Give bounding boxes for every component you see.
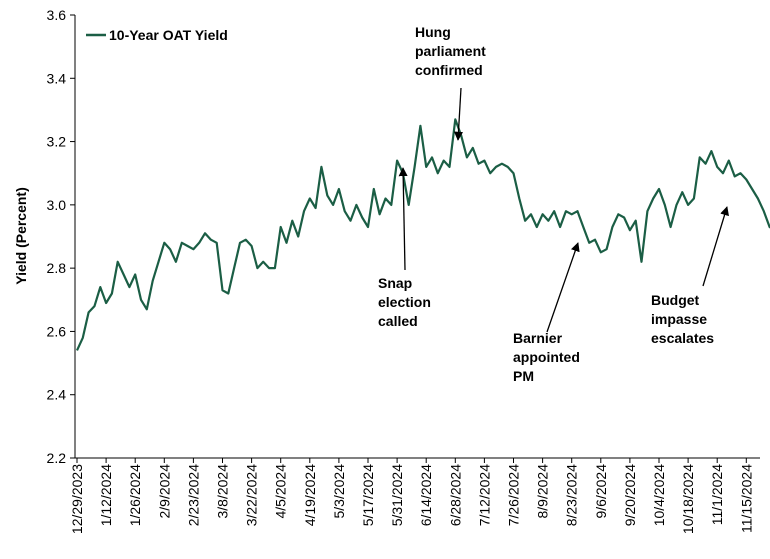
- x-tick-label: 11/29/2024: [767, 464, 770, 533]
- x-tick-label: 4/19/2024: [302, 464, 318, 526]
- annotation-text: Snap: [378, 275, 412, 291]
- y-tick-label: 2.2: [47, 450, 67, 466]
- annotation-text: confirmed: [415, 62, 483, 78]
- x-tick-label: 8/23/2024: [564, 464, 580, 526]
- x-tick-label: 5/17/2024: [360, 464, 376, 526]
- x-tick-label: 10/4/2024: [651, 464, 667, 526]
- x-tick-label: 7/12/2024: [476, 464, 492, 526]
- annotation-text: PM: [513, 368, 534, 384]
- x-tick-label: 6/28/2024: [447, 464, 463, 526]
- annotation-arrow: [398, 167, 408, 271]
- line-series: [76, 118, 770, 351]
- x-tick-label: 10/18/2024: [680, 464, 696, 534]
- x-tick-label: 3/8/2024: [215, 464, 231, 519]
- y-tick-label: 2.8: [47, 260, 67, 276]
- x-tick-label: 2/9/2024: [156, 464, 172, 519]
- y-tick-label: 3.4: [47, 70, 67, 86]
- annotation-arrow: [702, 206, 729, 287]
- x-tick-label: 9/6/2024: [593, 464, 609, 519]
- annotation-text: parliament: [415, 43, 486, 59]
- legend-label: 10-Year OAT Yield: [109, 27, 228, 43]
- y-tick-label: 3.2: [47, 134, 67, 150]
- annotation-text: impasse: [651, 311, 707, 327]
- x-tick-label: 11/1/2024: [709, 464, 725, 525]
- y-tick-label: 3.0: [47, 197, 67, 213]
- x-tick-label: 3/22/2024: [244, 464, 260, 526]
- x-tick-label: 1/26/2024: [127, 464, 143, 526]
- annotation-text: Hung: [415, 24, 451, 40]
- y-axis-label: Yield (Percent): [13, 187, 29, 285]
- annotation-text: election: [378, 294, 431, 310]
- x-tick-label: 5/3/2024: [331, 464, 347, 519]
- annotation-arrow: [546, 242, 580, 333]
- x-tick-label: 1/12/2024: [98, 464, 114, 526]
- annotation-text: Barnier: [513, 330, 563, 346]
- x-tick-label: 12/29/2023: [69, 464, 85, 534]
- x-tick-label: 7/26/2024: [506, 464, 522, 526]
- x-tick-label: 2/23/2024: [185, 464, 201, 526]
- annotation-text: Budget: [651, 292, 700, 308]
- y-tick-label: 3.6: [47, 7, 67, 23]
- x-tick-label: 8/9/2024: [535, 464, 551, 519]
- y-tick-label: 2.4: [47, 387, 67, 403]
- x-tick-label: 11/15/2024: [738, 464, 754, 533]
- x-tick-label: 5/31/2024: [389, 464, 405, 526]
- annotation-text: escalates: [651, 330, 714, 346]
- x-tick-label: 4/5/2024: [273, 464, 289, 519]
- x-tick-label: 9/20/2024: [622, 464, 638, 526]
- annotation-text: appointed: [513, 349, 580, 365]
- annotation-text: called: [378, 313, 418, 329]
- x-tick-label: 6/14/2024: [418, 464, 434, 526]
- annotation-arrow: [453, 87, 464, 141]
- y-tick-label: 2.6: [47, 323, 67, 339]
